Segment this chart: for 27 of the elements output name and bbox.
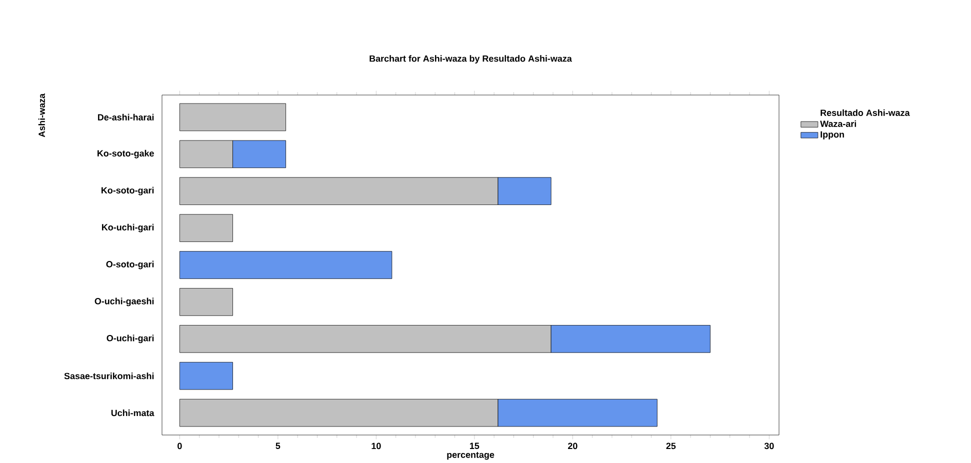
y-tick-label: De-ashi-harai [98, 114, 154, 120]
y-tick-label: Sasae-tsurikomi-ashi [64, 372, 154, 380]
y-tick-label: Ko-soto-gake [98, 150, 154, 158]
bar [179, 214, 233, 242]
x-tick-label: 5 [276, 442, 280, 450]
x-tick-label: 10 [372, 442, 381, 450]
x-tick-label: 30 [764, 442, 774, 450]
bar [179, 288, 233, 316]
legend-label: Ippon [820, 131, 844, 140]
bar [179, 251, 392, 279]
bar [179, 103, 286, 132]
y-tick-label: O-uchi-gaeshi [94, 298, 154, 306]
x-axis-title: percentage [447, 452, 494, 460]
y-tick-label: Uchi-mata [111, 410, 154, 416]
legend-title: Resultado Ashi-waza [820, 109, 910, 116]
y-tick-label: O-soto-gari [106, 260, 154, 270]
chart-title: Barchart for Ashi-waza by Resultado Ashi-waza [370, 55, 572, 64]
x-tick-label: 20 [568, 442, 578, 450]
x-tick-label: 25 [666, 442, 676, 450]
bar [179, 362, 233, 390]
x-tick-label: 15 [470, 442, 480, 450]
legend-label: Waza-ari [820, 120, 856, 127]
x-tick-label: 0 [178, 442, 182, 450]
y-tick-label: Ko-soto-gari [102, 186, 154, 196]
y-axis-title: Ashi-waza [38, 93, 45, 138]
y-tick-label: Ko-uchi-gari [102, 224, 154, 232]
y-tick-label: O-uchi-gari [106, 334, 154, 344]
